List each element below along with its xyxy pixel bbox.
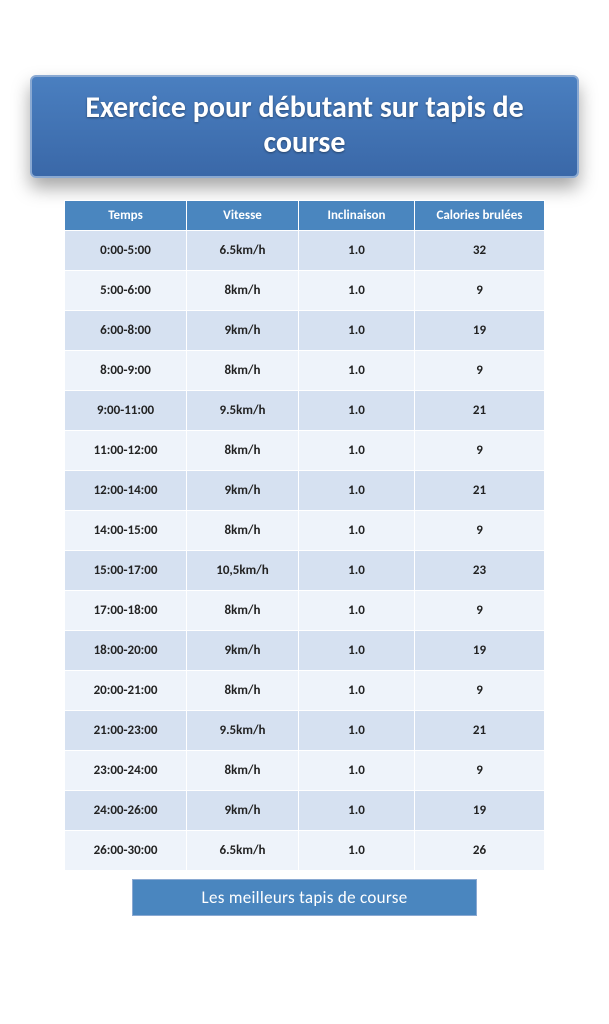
table-row: 14:00-15:008km/h1.09	[65, 511, 545, 551]
table-row: 17:00-18:008km/h1.09	[65, 591, 545, 631]
table-cell: 9.5km/h	[187, 391, 299, 431]
table-cell: 23	[415, 551, 545, 591]
table-cell: 9km/h	[187, 471, 299, 511]
workout-table: Temps Vitesse Inclinaison Calories brulé…	[64, 200, 545, 871]
table-cell: 9km/h	[187, 311, 299, 351]
table-cell: 9	[415, 351, 545, 391]
table-cell: 12:00-14:00	[65, 471, 187, 511]
table-cell: 1.0	[299, 791, 415, 831]
table-row: 8:00-9:008km/h1.09	[65, 351, 545, 391]
table-cell: 6:00-8:00	[65, 311, 187, 351]
table-header-row: Temps Vitesse Inclinaison Calories brulé…	[65, 201, 545, 231]
table-cell: 8km/h	[187, 671, 299, 711]
table-cell: 6.5km/h	[187, 831, 299, 871]
table-cell: 8km/h	[187, 511, 299, 551]
table-cell: 14:00-15:00	[65, 511, 187, 551]
table-row: 18:00-20:009km/h1.019	[65, 631, 545, 671]
table-cell: 8km/h	[187, 751, 299, 791]
table-cell: 5:00-6:00	[65, 271, 187, 311]
table-cell: 11:00-12:00	[65, 431, 187, 471]
table-cell: 18:00-20:00	[65, 631, 187, 671]
table-cell: 15:00-17:00	[65, 551, 187, 591]
table-cell: 26:00-30:00	[65, 831, 187, 871]
table-cell: 8km/h	[187, 271, 299, 311]
table-row: 20:00-21:008km/h1.09	[65, 671, 545, 711]
table-cell: 1.0	[299, 511, 415, 551]
table-row: 5:00-6:008km/h1.09	[65, 271, 545, 311]
table-cell: 19	[415, 631, 545, 671]
table-cell: 21:00-23:00	[65, 711, 187, 751]
table-cell: 9	[415, 591, 545, 631]
table-cell: 1.0	[299, 351, 415, 391]
table-cell: 23:00-24:00	[65, 751, 187, 791]
table-cell: 9.5km/h	[187, 711, 299, 751]
table-cell: 24:00-26:00	[65, 791, 187, 831]
table-cell: 32	[415, 231, 545, 271]
table-cell: 1.0	[299, 471, 415, 511]
table-row: 21:00-23:009.5km/h1.021	[65, 711, 545, 751]
table-row: 15:00-17:0010,5km/h1.023	[65, 551, 545, 591]
table-cell: 9	[415, 671, 545, 711]
table-cell: 1.0	[299, 751, 415, 791]
table-cell: 1.0	[299, 271, 415, 311]
table-cell: 1.0	[299, 231, 415, 271]
table-cell: 19	[415, 311, 545, 351]
table-cell: 1.0	[299, 311, 415, 351]
table-cell: 9	[415, 511, 545, 551]
table-cell: 9km/h	[187, 791, 299, 831]
table-row: 6:00-8:009km/h1.019	[65, 311, 545, 351]
table-cell: 8km/h	[187, 591, 299, 631]
table-cell: 6.5km/h	[187, 231, 299, 271]
table-row: 23:00-24:008km/h1.09	[65, 751, 545, 791]
table-cell: 21	[415, 711, 545, 751]
table-cell: 9	[415, 271, 545, 311]
title-banner: Exercice pour débutant sur tapis de cour…	[30, 75, 579, 178]
table-row: 24:00-26:009km/h1.019	[65, 791, 545, 831]
table-cell: 8km/h	[187, 431, 299, 471]
table-cell: 9	[415, 431, 545, 471]
table-cell: 9km/h	[187, 631, 299, 671]
table-cell: 1.0	[299, 831, 415, 871]
table-cell: 21	[415, 471, 545, 511]
table-cell: 17:00-18:00	[65, 591, 187, 631]
table-cell: 1.0	[299, 631, 415, 671]
table-body: 0:00-5:006.5km/h1.0325:00-6:008km/h1.096…	[65, 231, 545, 871]
table-cell: 1.0	[299, 711, 415, 751]
col-header-temps: Temps	[65, 201, 187, 231]
table-row: 12:00-14:009km/h1.021	[65, 471, 545, 511]
table-cell: 8km/h	[187, 351, 299, 391]
table-cell: 1.0	[299, 551, 415, 591]
table-cell: 26	[415, 831, 545, 871]
table-cell: 20:00-21:00	[65, 671, 187, 711]
table-cell: 1.0	[299, 591, 415, 631]
col-header-inclinaison: Inclinaison	[299, 201, 415, 231]
col-header-calories: Calories brulées	[415, 201, 545, 231]
table-cell: 9:00-11:00	[65, 391, 187, 431]
table-row: 9:00-11:009.5km/h1.021	[65, 391, 545, 431]
footer-text: Les meilleurs tapis de course	[202, 887, 408, 908]
table-cell: 8:00-9:00	[65, 351, 187, 391]
table-cell: 10,5km/h	[187, 551, 299, 591]
table-row: 26:00-30:006.5km/h1.026	[65, 831, 545, 871]
table-cell: 0:00-5:00	[65, 231, 187, 271]
page-title: Exercice pour débutant sur tapis de cour…	[42, 91, 567, 160]
table-cell: 1.0	[299, 431, 415, 471]
table-row: 11:00-12:008km/h1.09	[65, 431, 545, 471]
table-cell: 19	[415, 791, 545, 831]
table-cell: 21	[415, 391, 545, 431]
table-cell: 1.0	[299, 391, 415, 431]
table-cell: 9	[415, 751, 545, 791]
col-header-vitesse: Vitesse	[187, 201, 299, 231]
table-row: 0:00-5:006.5km/h1.032	[65, 231, 545, 271]
table-cell: 1.0	[299, 671, 415, 711]
footer-banner: Les meilleurs tapis de course	[132, 879, 477, 916]
